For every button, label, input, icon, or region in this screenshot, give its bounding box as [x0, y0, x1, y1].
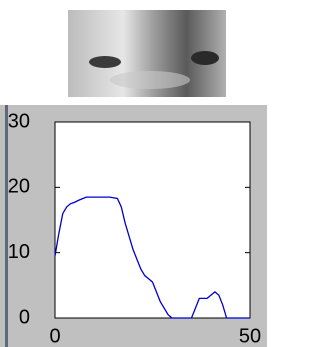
x-tick-label: 50 [239, 325, 261, 347]
panel-edge [5, 105, 8, 347]
y-tick-label: 30 [8, 110, 30, 132]
page: {"chart_data": {"type": "line", "x": [0,… [0, 0, 320, 347]
x-tick-label: 0 [49, 325, 60, 347]
y-tick-label: 10 [8, 241, 30, 263]
nose-image [68, 10, 226, 97]
figure: 0 10 20 30 0 50 [0, 0, 267, 347]
y-tick-label: 20 [8, 176, 30, 198]
y-tick-label: 0 [19, 306, 30, 328]
plot-area [55, 122, 250, 318]
